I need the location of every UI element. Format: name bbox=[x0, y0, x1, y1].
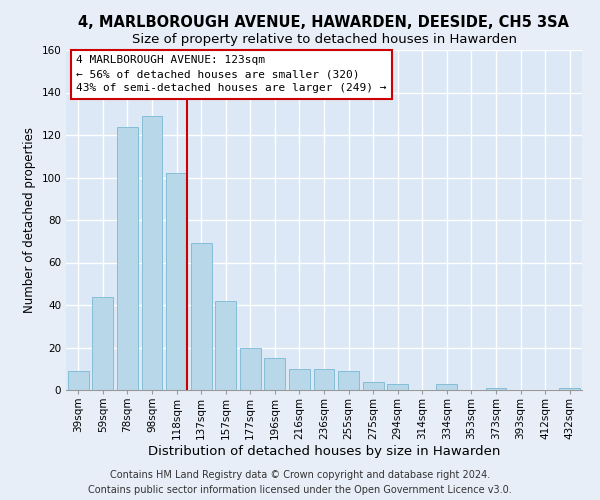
Bar bbox=[117, 126, 138, 390]
Bar bbox=[240, 348, 261, 390]
Y-axis label: Number of detached properties: Number of detached properties bbox=[23, 127, 36, 313]
Text: Size of property relative to detached houses in Hawarden: Size of property relative to detached ho… bbox=[131, 32, 517, 46]
Bar bbox=[191, 244, 212, 390]
Text: 4 MARLBOROUGH AVENUE: 123sqm
← 56% of detached houses are smaller (320)
43% of s: 4 MARLBOROUGH AVENUE: 123sqm ← 56% of de… bbox=[76, 55, 387, 93]
Bar bbox=[265, 358, 286, 390]
X-axis label: Distribution of detached houses by size in Hawarden: Distribution of detached houses by size … bbox=[148, 444, 500, 458]
Bar bbox=[436, 384, 457, 390]
Bar bbox=[387, 384, 408, 390]
Bar bbox=[92, 296, 113, 390]
Bar bbox=[142, 116, 163, 390]
Bar bbox=[68, 371, 89, 390]
Bar bbox=[289, 369, 310, 390]
Text: Contains HM Land Registry data © Crown copyright and database right 2024.
Contai: Contains HM Land Registry data © Crown c… bbox=[88, 470, 512, 495]
Bar bbox=[338, 371, 359, 390]
Bar bbox=[215, 300, 236, 390]
Text: 4, MARLBOROUGH AVENUE, HAWARDEN, DEESIDE, CH5 3SA: 4, MARLBOROUGH AVENUE, HAWARDEN, DEESIDE… bbox=[79, 15, 569, 30]
Bar bbox=[166, 174, 187, 390]
Bar bbox=[362, 382, 383, 390]
Bar bbox=[314, 369, 334, 390]
Bar bbox=[485, 388, 506, 390]
Bar bbox=[559, 388, 580, 390]
